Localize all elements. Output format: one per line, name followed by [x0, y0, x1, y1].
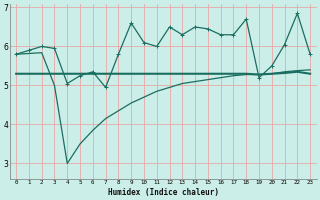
X-axis label: Humidex (Indice chaleur): Humidex (Indice chaleur) [108, 188, 219, 197]
